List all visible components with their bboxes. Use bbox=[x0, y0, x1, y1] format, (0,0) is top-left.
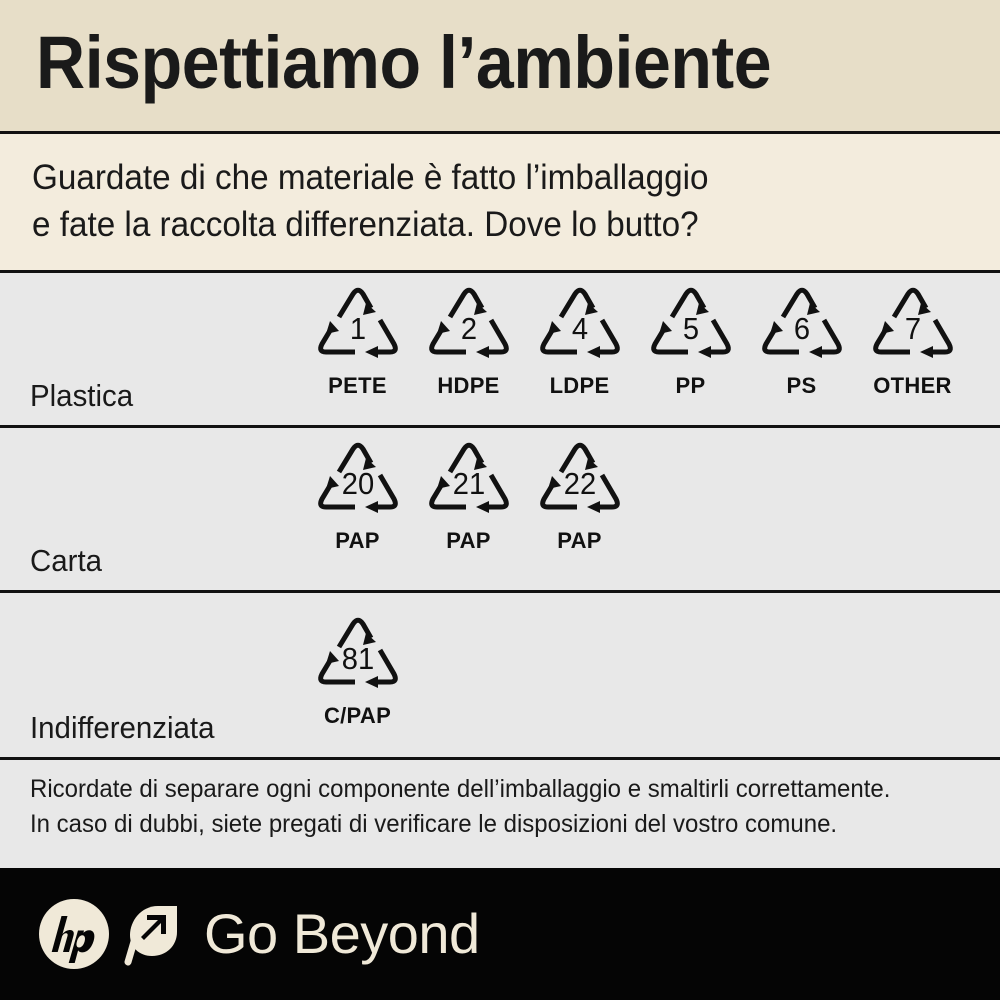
brand-lockup: Go Beyond bbox=[38, 898, 480, 970]
symbol-number: 5 bbox=[682, 311, 699, 346]
symbol-code-label: PAP bbox=[335, 528, 380, 553]
material-row-carta: Carta 20 PAP bbox=[0, 428, 1000, 593]
mobius-triangle-icon: 1 bbox=[308, 287, 408, 373]
symbol-code-label: PAP bbox=[557, 528, 602, 553]
symbol-code-label: PS bbox=[786, 373, 817, 398]
material-rows: Plastica 1 PETE bbox=[0, 273, 1000, 868]
symbol-group-carta: 20 PAP 21 bbox=[302, 442, 635, 553]
mobius-triangle-icon: 22 bbox=[530, 442, 630, 528]
recycling-symbol: 7 OTHER bbox=[857, 287, 968, 398]
symbol-group-indifferenziata: 81 C/PAP bbox=[302, 617, 413, 728]
header-band: Rispettiamo l’ambiente bbox=[0, 0, 1000, 134]
leaf-arrow-icon bbox=[124, 906, 177, 966]
recycling-symbol: 4 LDPE bbox=[524, 287, 635, 398]
mobius-triangle-icon: 21 bbox=[419, 442, 519, 528]
symbol-code-label: HDPE bbox=[437, 373, 500, 398]
symbol-code-label: PAP bbox=[446, 528, 491, 553]
recycling-symbol: 20 PAP bbox=[302, 442, 413, 553]
disposal-note: Ricordate di separare ogni componente de… bbox=[0, 760, 1000, 868]
symbol-code-label: PP bbox=[675, 373, 706, 398]
mobius-triangle-icon: 5 bbox=[641, 287, 741, 373]
hp-logo-icon bbox=[39, 899, 109, 969]
recycling-symbol: 6 PS bbox=[746, 287, 857, 398]
symbol-number: 2 bbox=[460, 311, 477, 346]
symbol-code-label: LDPE bbox=[549, 373, 610, 398]
subtitle-line-1: Guardate di che materiale è fatto l’imba… bbox=[32, 158, 709, 197]
material-row-indifferenziata: Indifferenziata 81 C/PA bbox=[0, 593, 1000, 760]
recycling-symbol: 5 PP bbox=[635, 287, 746, 398]
symbol-number: 4 bbox=[571, 311, 588, 346]
mobius-triangle-icon: 4 bbox=[530, 287, 630, 373]
subtitle-text: Guardate di che materiale è fatto l’imba… bbox=[32, 154, 925, 248]
symbol-number: 20 bbox=[341, 466, 374, 501]
mobius-triangle-icon: 81 bbox=[308, 617, 408, 703]
subtitle-band: Guardate di che materiale è fatto l’imba… bbox=[0, 134, 1000, 273]
recycling-symbol: 22 PAP bbox=[524, 442, 635, 553]
symbol-number: 81 bbox=[341, 641, 374, 676]
mobius-triangle-icon: 2 bbox=[419, 287, 519, 373]
material-row-plastica: Plastica 1 PETE bbox=[0, 273, 1000, 428]
disposal-note-text: Ricordate di separare ogni componente de… bbox=[30, 772, 942, 842]
row-label-carta: Carta bbox=[30, 543, 103, 578]
recycling-symbol: 2 HDPE bbox=[413, 287, 524, 398]
row-label-plastica: Plastica bbox=[30, 378, 134, 413]
note-line-2: In caso di dubbi, siete pregati di verif… bbox=[30, 810, 838, 838]
subtitle-line-2: e fate la raccolta differenziata. Dove l… bbox=[32, 205, 699, 244]
symbol-number: 21 bbox=[452, 466, 485, 501]
mobius-triangle-icon: 7 bbox=[863, 287, 963, 373]
symbol-group-plastica: 1 PETE 2 bbox=[302, 287, 968, 398]
recycling-symbol: 21 PAP bbox=[413, 442, 524, 553]
brand-tagline: Go Beyond bbox=[204, 902, 480, 965]
row-label-indifferenziata: Indifferenziata bbox=[30, 710, 215, 745]
symbol-code-label: PETE bbox=[328, 373, 387, 398]
mobius-triangle-icon: 20 bbox=[308, 442, 408, 528]
recycling-symbol: 81 C/PAP bbox=[302, 617, 413, 728]
page-title: Rispettiamo l’ambiente bbox=[36, 21, 772, 104]
symbol-number: 22 bbox=[563, 466, 596, 501]
symbol-number: 1 bbox=[349, 311, 366, 346]
recycling-symbol: 1 PETE bbox=[302, 287, 413, 398]
brand-bar: Go Beyond bbox=[0, 868, 1000, 1000]
symbol-number: 7 bbox=[904, 311, 921, 346]
note-line-1: Ricordate di separare ogni componente de… bbox=[30, 775, 891, 803]
symbol-number: 6 bbox=[793, 311, 810, 346]
symbol-code-label: OTHER bbox=[873, 373, 952, 398]
symbol-code-label: C/PAP bbox=[323, 703, 392, 728]
mobius-triangle-icon: 6 bbox=[752, 287, 852, 373]
